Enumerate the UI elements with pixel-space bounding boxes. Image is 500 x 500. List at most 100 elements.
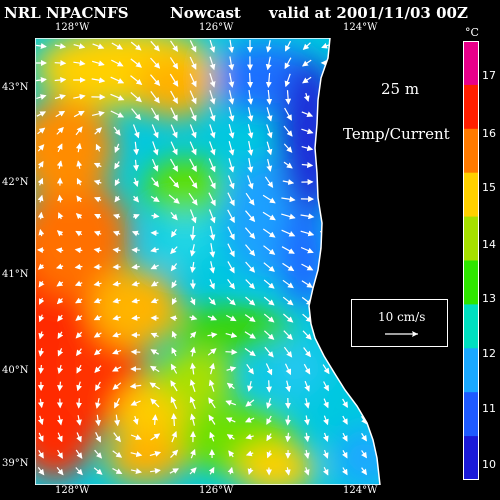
current-arrow <box>132 213 140 220</box>
current-arrow <box>131 297 140 304</box>
colorbar-tick-11: 11 <box>482 402 496 415</box>
current-arrow <box>112 297 121 304</box>
current-arrow <box>56 126 64 135</box>
current-arrow <box>93 314 102 321</box>
current-arrow <box>37 177 44 186</box>
current-arrow <box>169 468 179 474</box>
current-arrow <box>111 59 124 67</box>
current-arrow <box>323 381 329 392</box>
current-arrow <box>245 399 255 407</box>
current-arrow <box>75 142 82 153</box>
current-arrow <box>304 380 310 392</box>
current-arrow <box>56 143 63 153</box>
current-arrow <box>37 263 45 270</box>
current-arrow <box>93 280 102 287</box>
current-arrow <box>304 398 310 409</box>
current-arrow <box>130 434 142 440</box>
current-arrow <box>303 347 312 358</box>
current-arrow <box>75 314 83 321</box>
lat-label-41n: 41°N <box>2 269 29 280</box>
current-arrow <box>188 175 198 189</box>
current-arrow <box>114 195 121 203</box>
current-arrow <box>227 261 235 274</box>
current-arrow <box>57 348 64 357</box>
current-arrow <box>228 90 235 105</box>
current-arrow <box>285 432 292 443</box>
current-arrow <box>171 430 177 443</box>
current-arrow <box>149 382 161 390</box>
current-arrow <box>37 398 44 409</box>
current-arrow <box>266 124 273 139</box>
current-arrow <box>37 144 45 152</box>
current-arrow <box>150 57 161 69</box>
top-lon-label-124w: 124°W <box>343 22 378 33</box>
vector-scale-arrow <box>385 331 418 337</box>
current-arrow <box>171 280 178 289</box>
current-arrow <box>95 397 101 409</box>
current-arrow <box>247 107 254 122</box>
current-arrow <box>131 280 140 287</box>
current-arrow <box>227 226 235 241</box>
current-arrow <box>321 42 331 49</box>
current-arrow <box>114 143 120 154</box>
current-arrow <box>37 194 44 203</box>
current-arrow <box>225 349 238 356</box>
current-arrow <box>189 413 196 426</box>
current-arrow <box>207 348 217 356</box>
current-arrow <box>245 450 254 457</box>
current-arrow <box>150 40 160 52</box>
current-arrow <box>76 177 83 186</box>
current-arrow <box>93 331 102 338</box>
current-arrow <box>226 382 235 390</box>
current-arrow <box>57 194 64 203</box>
colorbar-segment <box>463 216 479 261</box>
current-arrow <box>247 380 253 392</box>
current-arrow <box>38 364 45 374</box>
current-arrow <box>342 432 348 442</box>
current-arrow <box>150 349 160 355</box>
current-arrow <box>209 261 216 274</box>
current-arrow <box>57 449 63 459</box>
current-arrow <box>189 124 197 139</box>
current-arrow <box>94 365 102 374</box>
current-arrow <box>150 398 160 408</box>
current-arrow <box>189 362 196 375</box>
vector-scale-label: 10 cm/s <box>378 310 426 324</box>
current-arrow <box>56 230 64 237</box>
current-arrow <box>209 431 215 442</box>
current-arrow <box>189 158 197 173</box>
current-arrow <box>245 279 255 290</box>
current-arrow <box>73 93 86 100</box>
current-arrow <box>131 263 140 270</box>
current-arrow <box>209 226 216 241</box>
current-arrow <box>93 467 103 475</box>
current-arrow <box>95 414 102 427</box>
current-arrow <box>265 40 272 53</box>
current-arrow <box>189 297 196 306</box>
current-arrow <box>150 107 160 121</box>
bottom-lon-label-128w: 128°W <box>55 485 90 496</box>
current-arrow <box>301 263 314 271</box>
current-arrow <box>266 158 273 172</box>
current-arrow <box>301 128 314 135</box>
current-arrow <box>75 126 83 136</box>
current-arrow <box>228 72 235 88</box>
current-arrow <box>244 347 256 357</box>
current-arrow <box>93 230 102 237</box>
current-arrow <box>170 40 179 53</box>
current-arrow <box>57 432 63 443</box>
colorbar-segment <box>463 348 479 393</box>
current-arrow <box>38 449 44 459</box>
current-arrow <box>131 314 140 321</box>
current-arrow <box>38 314 45 323</box>
current-arrow <box>341 467 348 476</box>
colorbar-segment <box>463 172 479 218</box>
current-arrow <box>76 398 83 409</box>
current-arrow <box>227 279 235 290</box>
current-arrow <box>263 245 276 255</box>
field-label: Temp/Current <box>343 125 450 143</box>
current-arrow <box>266 380 273 393</box>
current-arrow <box>170 396 178 409</box>
current-arrow <box>37 160 44 169</box>
current-arrow <box>168 194 180 204</box>
